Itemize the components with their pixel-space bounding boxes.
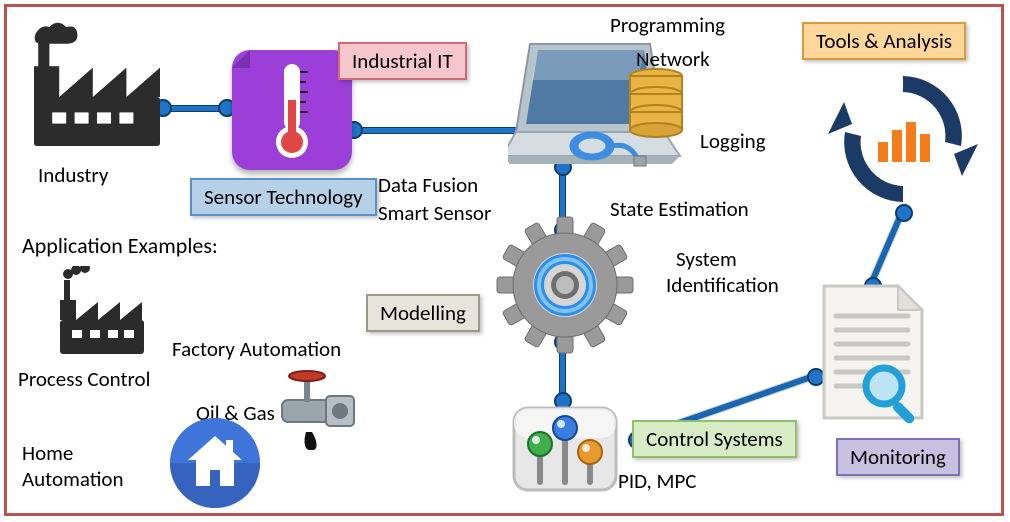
control-systems-box: Control Systems <box>632 420 797 458</box>
gear-icon <box>490 210 640 360</box>
programming-label: Programming <box>610 12 725 38</box>
industry-label: Industry <box>38 162 108 188</box>
process-control-label: Process Control <box>18 366 150 392</box>
app-examples-label: Application Examples: <box>22 232 218 259</box>
document-icon <box>808 280 938 430</box>
pid-mpc-label: PID, MPC <box>618 468 696 494</box>
factory-auto-label: Factory Automation <box>172 336 341 362</box>
factory-icon <box>22 20 172 165</box>
home-auto-l2: Automation <box>22 466 124 492</box>
control-icon <box>510 394 620 504</box>
sensor-tech-box: Sensor Technology <box>190 178 377 216</box>
monitoring-box: Monitoring <box>836 438 960 476</box>
network-label: Network <box>636 46 710 72</box>
edge-sensor-laptop <box>350 127 528 134</box>
smart-sensor-label: Smart Sensor <box>378 200 491 226</box>
sys-ident-l2: Identification <box>666 272 779 298</box>
data-fusion-label: Data Fusion <box>378 172 478 198</box>
process-control-icon <box>52 266 152 371</box>
tools-box: Tools & Analysis <box>802 22 966 60</box>
sys-ident-l1: System <box>676 246 737 272</box>
logging-label: Logging <box>700 128 766 154</box>
modelling-box: Modelling <box>366 294 480 332</box>
industrial-it-box: Industrial IT <box>338 42 467 80</box>
home-auto-l1: Home <box>22 440 73 466</box>
sensor-icon <box>232 50 352 170</box>
oil-valve-icon <box>276 370 366 455</box>
home-icon <box>170 418 260 508</box>
tools-icon <box>828 64 978 214</box>
